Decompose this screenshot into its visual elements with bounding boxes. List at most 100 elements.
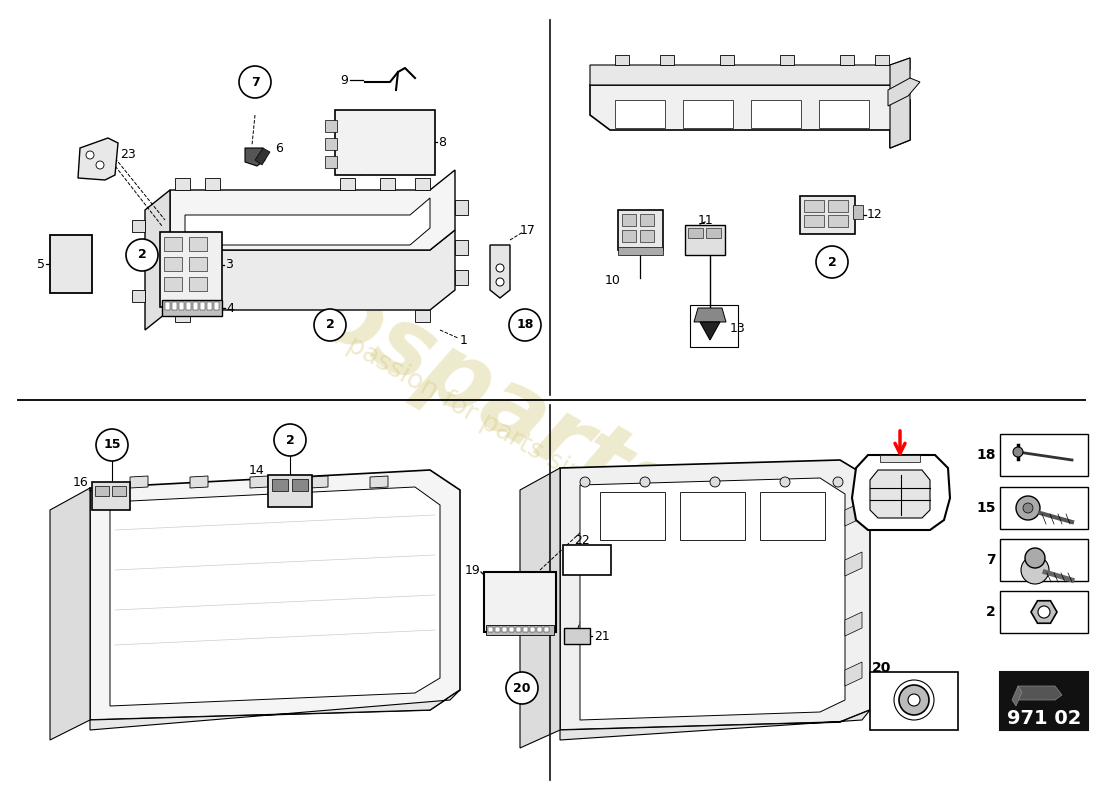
Circle shape [239,66,271,98]
Circle shape [1016,496,1040,520]
Text: 7: 7 [251,75,260,89]
Text: 3: 3 [226,258,233,271]
Circle shape [780,477,790,487]
Polygon shape [190,476,208,488]
Circle shape [496,264,504,272]
Bar [324,156,337,168]
Text: 17: 17 [520,223,536,237]
Bar [1000,434,1088,476]
Polygon shape [455,270,468,285]
Bar [324,120,337,132]
Bar [162,300,222,316]
Bar [618,247,663,255]
Text: 4: 4 [226,302,234,314]
Polygon shape [185,198,430,245]
Bar [522,627,528,632]
Polygon shape [110,487,440,706]
Polygon shape [852,455,950,530]
Polygon shape [615,55,629,65]
Bar [488,627,493,632]
Bar [486,625,554,635]
Bar [804,200,824,212]
Polygon shape [90,690,460,730]
Bar [600,492,666,540]
Bar [268,475,312,507]
Polygon shape [1012,686,1022,706]
Bar [1000,591,1088,633]
Text: 10: 10 [605,274,620,286]
Bar [828,215,848,227]
Bar [165,302,170,310]
Polygon shape [415,178,430,190]
Circle shape [1021,556,1049,584]
Bar [292,479,308,491]
Bar [537,627,542,632]
Bar [324,138,337,150]
Bar [509,627,514,632]
Bar [336,110,434,175]
Polygon shape [580,478,845,720]
Bar [92,482,130,510]
Text: 2: 2 [987,605,996,619]
Polygon shape [132,255,145,267]
Text: 14: 14 [249,463,264,477]
Bar [164,237,182,251]
Polygon shape [132,220,145,232]
Bar [164,277,182,291]
Bar [502,627,507,632]
Polygon shape [590,58,910,85]
Polygon shape [660,55,674,65]
Circle shape [86,151,94,159]
Bar [200,302,205,310]
Circle shape [816,246,848,278]
Polygon shape [370,476,388,488]
Bar [828,200,848,212]
Polygon shape [340,178,355,190]
Bar [680,492,745,540]
Text: eurosparts: eurosparts [146,175,693,545]
Bar [852,205,864,219]
Polygon shape [455,200,468,215]
Text: 2: 2 [138,249,146,262]
Bar [189,277,207,291]
Circle shape [1023,503,1033,513]
Bar [189,257,207,271]
Bar [804,215,824,227]
Text: 22: 22 [574,534,590,546]
Polygon shape [255,148,270,165]
Polygon shape [700,322,720,340]
Circle shape [710,477,720,487]
Polygon shape [245,148,265,166]
Polygon shape [145,190,170,330]
Bar [95,486,109,496]
Text: 2: 2 [326,318,334,331]
Bar [621,214,636,226]
Circle shape [126,239,158,271]
Bar [192,302,198,310]
Bar [1000,539,1088,581]
Bar [870,672,958,730]
Text: 15: 15 [977,501,996,515]
Polygon shape [845,612,862,636]
Bar [160,232,222,307]
Bar [685,225,725,255]
Text: 9: 9 [340,74,348,86]
Bar [214,302,219,310]
Circle shape [1013,447,1023,457]
Polygon shape [1018,686,1062,700]
Circle shape [640,477,650,487]
Bar [1000,672,1088,730]
Bar [164,257,182,271]
Circle shape [96,429,128,461]
Polygon shape [250,476,268,488]
Bar [50,235,92,293]
Bar [800,196,855,234]
Text: 20: 20 [872,661,891,675]
Polygon shape [175,178,190,190]
Bar [688,228,703,238]
Polygon shape [870,470,930,518]
Text: 20: 20 [514,682,530,694]
Text: 8: 8 [438,135,446,149]
Text: 7: 7 [987,553,996,567]
Polygon shape [455,240,468,255]
